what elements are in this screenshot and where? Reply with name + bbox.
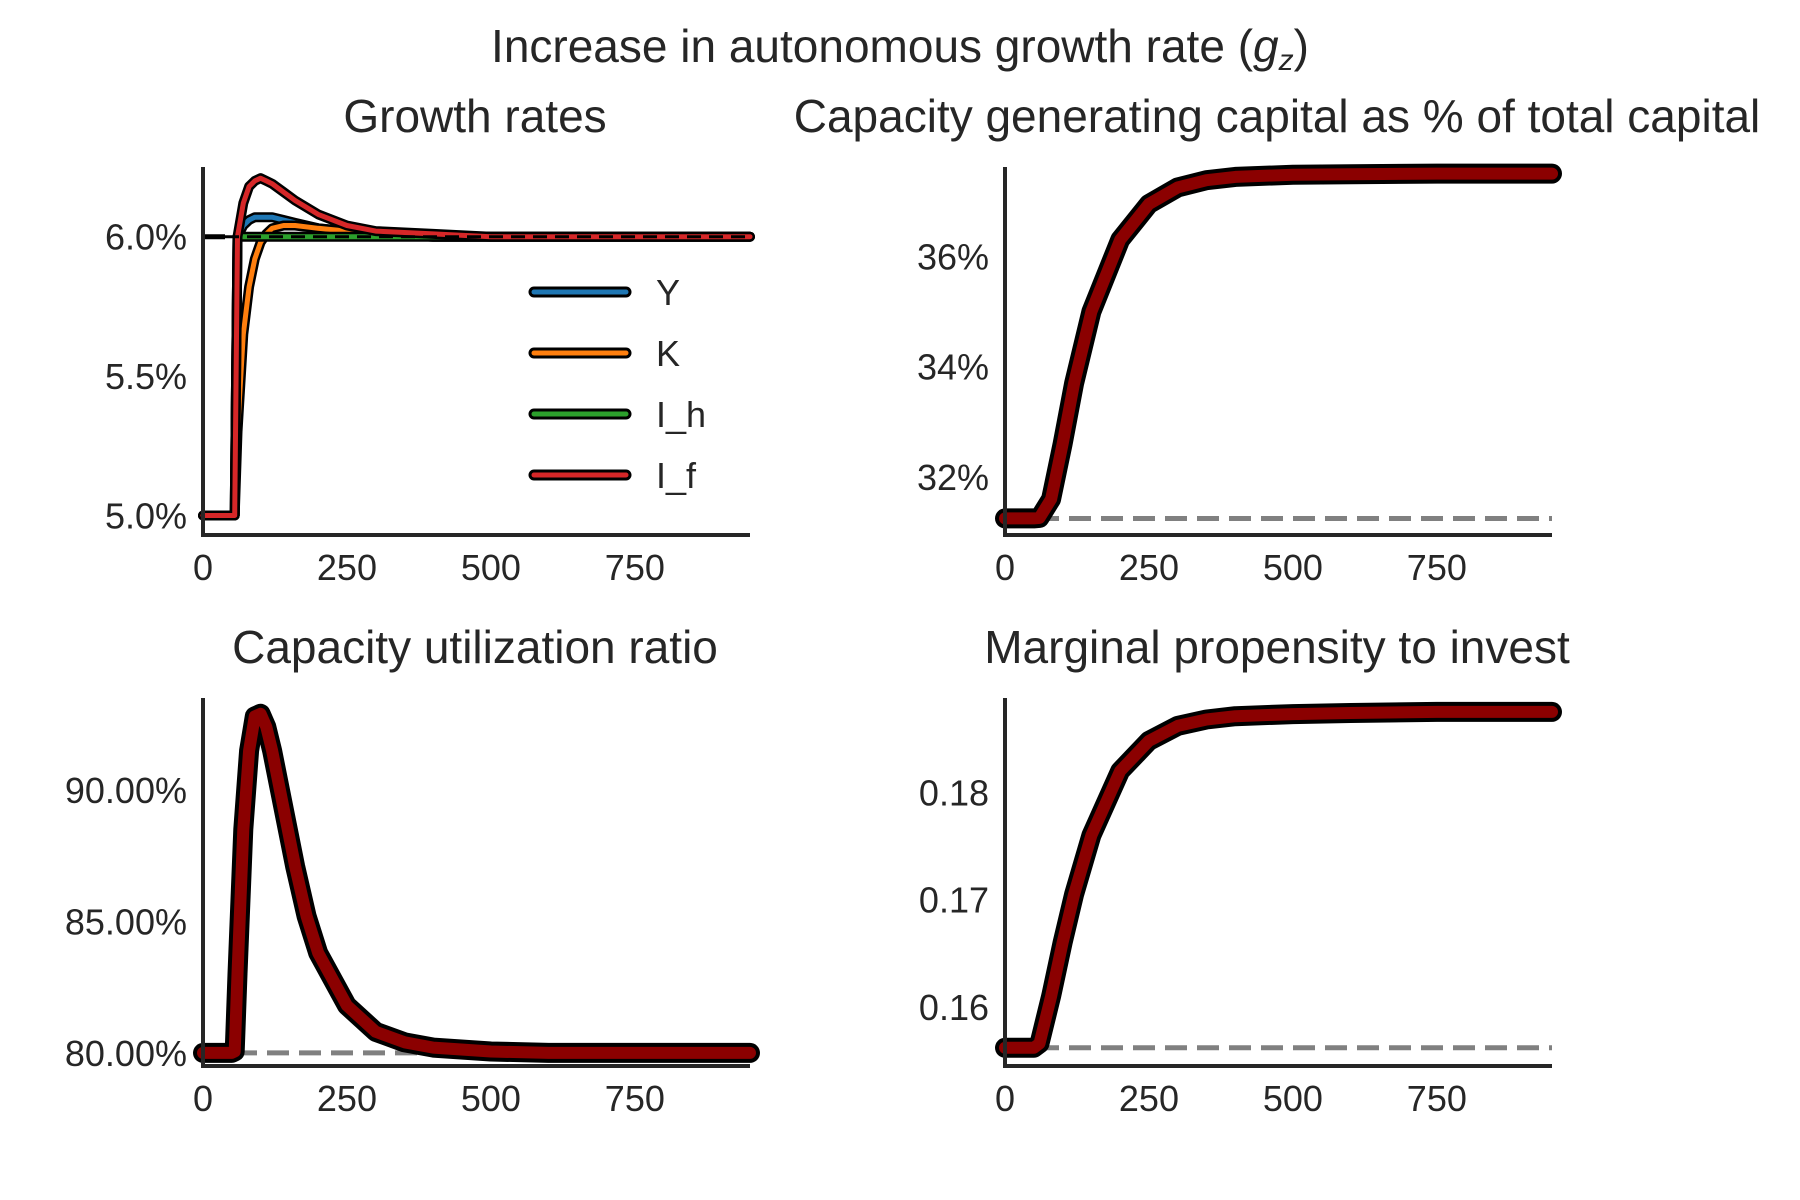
y-tick-label: 34% (917, 347, 989, 388)
y-tick-label: 85.00% (65, 901, 187, 942)
y-tick-label: 0.16 (919, 987, 989, 1028)
x-tick-label: 750 (605, 1078, 665, 1119)
x-tick-label: 750 (605, 547, 665, 588)
panel-title: Capacity generating capital as % of tota… (794, 90, 1761, 142)
x-tick-label: 500 (1263, 1078, 1323, 1119)
series-line-main (999, 167, 1558, 525)
legend-label-k: K (656, 333, 680, 374)
panel-capacity-capital-share: Capacity generating capital as % of tota… (794, 90, 1761, 588)
panel-capacity-utilization: Capacity utilization ratio 0 250 500 750 80.0… (65, 621, 760, 1119)
panel-title: Capacity utilization ratio (232, 621, 718, 673)
y-tick-label: 80.00% (65, 1033, 187, 1074)
x-tick-label: 250 (1119, 1078, 1179, 1119)
series-outline-main (193, 703, 760, 1063)
suptitle-subscript: z (1278, 44, 1294, 77)
y-tick-label: 5.5% (105, 356, 187, 397)
x-tick-label: 250 (317, 1078, 377, 1119)
series-outline-main (995, 701, 1562, 1058)
x-tick-label: 0 (995, 1078, 1015, 1119)
y-tick-label: 0.17 (919, 880, 989, 921)
x-tick-label: 500 (461, 547, 521, 588)
panel-title: Growth rates (343, 90, 606, 142)
y-tick-label: 32% (917, 457, 989, 498)
legend-label-i-f: I_f (656, 455, 697, 496)
series-line-i-f (200, 175, 753, 518)
suptitle-main: Increase in autonomous growth rate ( (491, 20, 1254, 72)
series-line-main (999, 705, 1558, 1054)
panel-title: Marginal propensity to invest (984, 621, 1570, 673)
y-tick-label: 6.0% (105, 217, 187, 258)
x-tick-label: 250 (1119, 547, 1179, 588)
panel-growth-rates: Growth rates 0 250 500 750 5.0% 5.5% 6.0% YK I_h I… (105, 90, 755, 588)
x-tick-label: 500 (461, 1078, 521, 1119)
x-tick-label: 750 (1407, 1078, 1467, 1119)
suptitle-close: ) (1294, 20, 1309, 72)
x-tick-label: 750 (1407, 547, 1467, 588)
figure-suptitle: Increase in autonomous growth rate (gz) (491, 20, 1309, 77)
x-tick-label: 500 (1263, 547, 1323, 588)
legend-label-i-h: I_h (656, 394, 706, 435)
y-tick-label: 0.18 (919, 772, 989, 813)
x-tick-label: 250 (317, 547, 377, 588)
x-tick-label: 0 (995, 547, 1015, 588)
y-tick-label: 90.00% (65, 770, 187, 811)
x-tick-label: 0 (193, 1078, 213, 1119)
suptitle-symbol: g (1253, 20, 1279, 72)
panel-marginal-propensity: Marginal propensity to invest 0 250 500 750 0… (919, 621, 1570, 1119)
y-tick-label: 5.0% (105, 495, 187, 536)
y-tick-label: 36% (917, 236, 989, 277)
series-line-main (197, 707, 756, 1059)
legend-label-y: Y (656, 272, 680, 313)
x-tick-label: 0 (193, 547, 213, 588)
